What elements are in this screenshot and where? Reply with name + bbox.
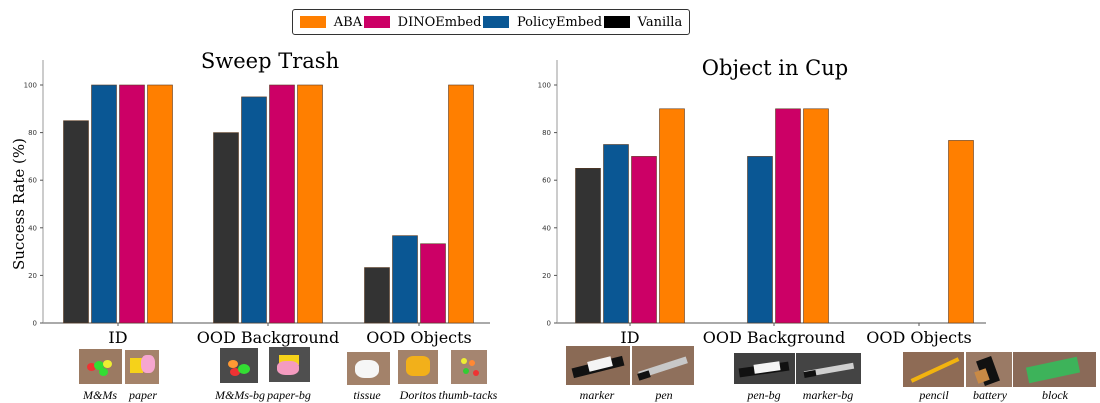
marker-bg-photo <box>796 353 861 384</box>
caption-mms: M&Ms <box>83 388 117 402</box>
legend-swatch <box>363 16 390 28</box>
legend-label: ABA <box>333 14 363 30</box>
bar-vanilla <box>364 267 390 324</box>
bar-aba <box>448 84 474 324</box>
tissue-photo <box>347 352 390 385</box>
bar-policyembed <box>747 156 773 324</box>
y-tick-label: 40 <box>28 224 37 232</box>
bar-aba <box>297 84 323 324</box>
legend-swatch <box>299 16 326 28</box>
y-tick-label: 0 <box>33 320 37 328</box>
caption-doritos: Doritos <box>399 388 437 402</box>
bar-policyembed <box>91 84 117 324</box>
y-tick-label: 60 <box>542 177 551 185</box>
legend-swatch <box>603 16 630 28</box>
caption-paper: paper <box>129 388 157 402</box>
bar-dinoembed <box>775 108 801 324</box>
y-axis-label: Success Rate (%) <box>10 138 28 270</box>
caption-pencil: pencil <box>919 388 949 402</box>
caption-thumb-tacks: thumb-tacks <box>438 388 498 402</box>
y-tick-label: 80 <box>28 129 37 137</box>
legend-item-aba: ABA <box>299 14 363 30</box>
legend-item-policyembed: PolicyEmbed <box>482 14 603 30</box>
pen-bg-photo <box>734 353 795 384</box>
battery-photo <box>966 352 1012 387</box>
bar-dinoembed <box>631 156 657 324</box>
caption-tissue: tissue <box>353 388 381 402</box>
y-tick-label: 40 <box>542 224 551 232</box>
legend-item-vanilla: Vanilla <box>603 14 683 30</box>
bar-vanilla <box>575 168 601 324</box>
doritos-photo <box>398 350 438 384</box>
caption-block: block <box>1042 388 1068 402</box>
bar-dinoembed <box>119 84 145 324</box>
legend-item-dinoembed: DINOEmbed <box>363 14 482 30</box>
legend-label: DINOEmbed <box>397 14 482 30</box>
x-tick-label: OOD Background <box>197 328 339 347</box>
x-tick-label: ID <box>620 328 639 347</box>
bar-policyembed <box>392 235 418 324</box>
paper-bg-photo <box>269 347 310 382</box>
bar-aba <box>948 140 974 324</box>
legend-label: Vanilla <box>637 14 683 30</box>
bar-vanilla <box>213 132 239 324</box>
caption-marker-bg: marker-bg <box>802 388 854 402</box>
legend-swatch <box>482 16 509 28</box>
x-tick-label: OOD Objects <box>866 328 972 347</box>
chart-title: Sweep Trash <box>201 49 339 73</box>
mms-bg-photo <box>220 348 258 383</box>
marker-photo <box>566 346 630 385</box>
x-tick-label: OOD Objects <box>366 328 472 347</box>
pen-photo <box>632 346 694 385</box>
paper-photo <box>125 350 159 384</box>
bar-dinoembed <box>420 243 446 324</box>
bar-aba <box>803 108 829 324</box>
pencil-photo <box>903 352 964 387</box>
y-tick-label: 100 <box>24 82 37 90</box>
chart-title: Object in Cup <box>702 56 848 80</box>
bar-policyembed <box>603 144 629 324</box>
bar-policyembed <box>241 96 267 324</box>
caption-pen-bg: pen-bg <box>747 388 781 402</box>
legend: ABA DINOEmbed PolicyEmbed Vanilla <box>292 9 690 35</box>
caption-paper-bg: paper-bg <box>267 388 311 402</box>
bar-vanilla <box>63 120 89 324</box>
caption-marker: marker <box>579 388 615 402</box>
block-photo <box>1013 352 1096 387</box>
bar-aba <box>147 84 173 324</box>
y-tick-label: 60 <box>28 177 37 185</box>
y-tick-label: 0 <box>547 320 551 328</box>
y-tick-label: 20 <box>28 272 37 280</box>
mms-photo <box>79 349 122 384</box>
thumb-tacks-photo <box>451 350 487 384</box>
y-tick-label: 100 <box>538 82 551 90</box>
bar-aba <box>659 108 685 324</box>
x-tick-label: ID <box>108 328 127 347</box>
legend-label: PolicyEmbed <box>516 14 603 30</box>
caption-pen: pen <box>655 388 673 402</box>
y-tick-label: 80 <box>542 129 551 137</box>
x-tick-label: OOD Background <box>703 328 845 347</box>
bar-dinoembed <box>269 84 295 324</box>
caption-mms-bg: M&Ms-bg <box>215 388 265 402</box>
y-tick-label: 20 <box>542 272 551 280</box>
caption-battery: battery <box>973 388 1007 402</box>
